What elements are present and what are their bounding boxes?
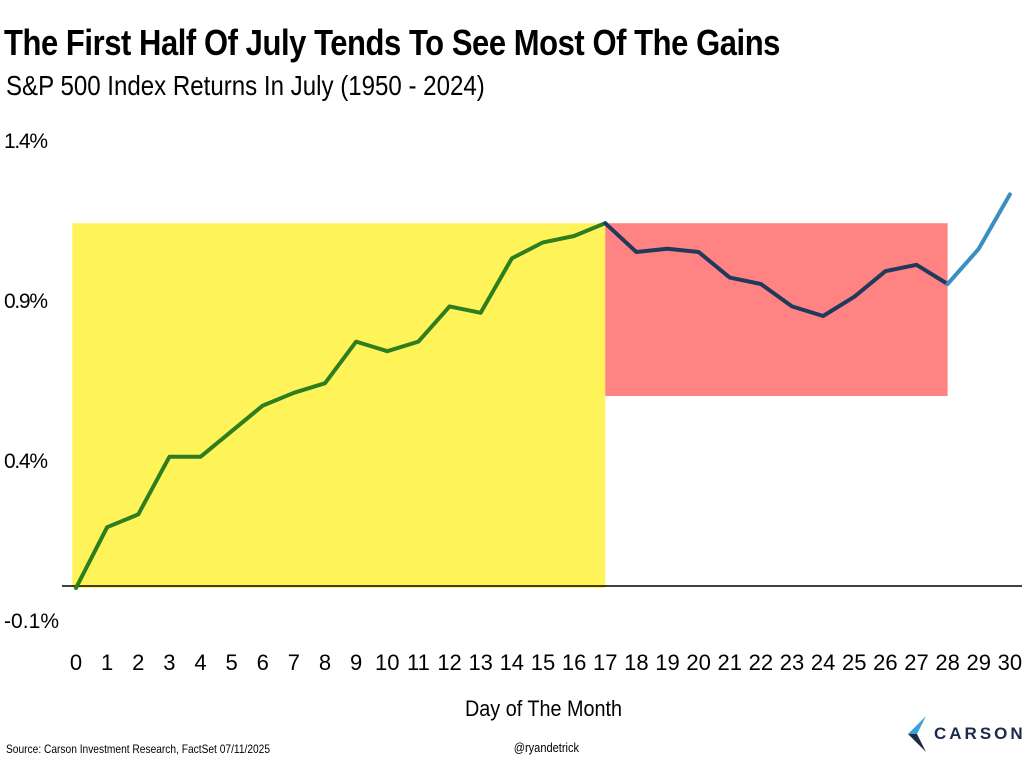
x-tick-label: 13 [468, 650, 492, 675]
x-tick-label: 26 [873, 650, 897, 675]
x-tick-label: 0 [70, 650, 82, 675]
data-point [635, 251, 638, 254]
x-tick-label: 5 [226, 650, 238, 675]
data-point [977, 247, 980, 250]
x-tick-label: 18 [624, 650, 648, 675]
x-tick-label: 3 [163, 650, 175, 675]
data-point [355, 340, 358, 343]
x-tick-label: 24 [811, 650, 835, 675]
x-tick-label: 19 [655, 650, 679, 675]
x-tick-label: 4 [194, 650, 206, 675]
data-point [106, 526, 109, 529]
line-segment-first-half [74, 221, 608, 590]
data-point [697, 251, 700, 254]
chart-title: The First Half Of July Tends To See Most… [4, 22, 780, 63]
x-tick-label: 20 [686, 650, 710, 675]
x-tick-label: 6 [257, 650, 269, 675]
data-point [448, 305, 451, 308]
x-tick-label: 23 [780, 650, 804, 675]
y-tick-label: -0.1% [4, 610, 59, 633]
data-point [199, 455, 202, 458]
chart-subtitle: S&P 500 Index Returns In July (1950 - 20… [6, 70, 485, 101]
y-tick-label: 0.4% [4, 450, 48, 473]
x-tick-label: 15 [531, 650, 555, 675]
x-tick-label: 27 [904, 650, 928, 675]
line-segment-second-half [603, 221, 950, 318]
carson-logo: CARSON [908, 716, 1024, 752]
data-point [230, 430, 233, 433]
data-point [790, 305, 793, 308]
data-point [75, 587, 78, 590]
x-tick-label: 14 [500, 650, 524, 675]
data-point [604, 222, 607, 225]
data-point [324, 382, 327, 385]
x-tick-label: 28 [935, 650, 959, 675]
data-point [853, 295, 856, 298]
x-tick-label: 1 [101, 650, 113, 675]
data-point [915, 263, 918, 266]
data-point [822, 315, 825, 318]
logo-text: CARSON [934, 724, 1024, 743]
x-tick-label: 11 [407, 650, 430, 675]
x-tick-label: 7 [288, 650, 300, 675]
x-tick-label: 9 [350, 650, 362, 675]
data-point [946, 283, 949, 286]
x-tick-label: 2 [132, 650, 144, 675]
x-tick-label: 29 [967, 650, 991, 675]
x-tick-label: 22 [749, 650, 773, 675]
data-point [666, 247, 669, 250]
data-point [728, 276, 731, 279]
data-point [573, 235, 576, 238]
x-tick-label: 21 [717, 650, 741, 675]
yellow-region [72, 223, 606, 588]
data-point [137, 513, 140, 516]
carson-chevron-icon [908, 716, 926, 752]
x-tick-label: 25 [842, 650, 866, 675]
data-point [417, 340, 420, 343]
y-tick-label: 0.9% [4, 290, 48, 313]
line-segment-month-end [945, 192, 1012, 286]
data-point [479, 311, 482, 314]
author-handle: @ryandetrick [513, 740, 580, 755]
red-region [605, 223, 948, 396]
y-tick-label: 1.4% [4, 130, 48, 153]
data-point [292, 391, 295, 394]
data-point [386, 350, 389, 353]
data-point [510, 257, 513, 260]
x-tick-label: 30 [998, 650, 1022, 675]
x-tick-label: 17 [593, 650, 617, 675]
source-note: Source: Carson Investment Research, Fact… [6, 742, 271, 756]
x-tick-label: 16 [562, 650, 586, 675]
data-point [759, 283, 762, 286]
data-point [1008, 193, 1011, 196]
data-point [884, 270, 887, 273]
data-point [541, 241, 544, 244]
data-point [261, 404, 264, 407]
x-axis-label: Day of The Month [464, 696, 623, 721]
x-tick-label: 12 [437, 650, 461, 675]
data-point [168, 455, 171, 458]
x-tick-label: 10 [375, 650, 399, 675]
x-tick-label: 8 [319, 650, 331, 675]
